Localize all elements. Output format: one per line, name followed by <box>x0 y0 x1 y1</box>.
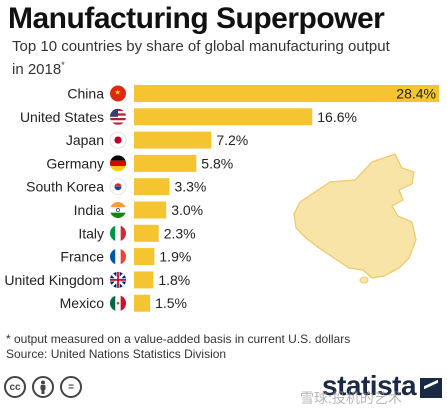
footnote: * output measured on a value-added basis… <box>6 332 351 346</box>
bar <box>134 224 159 242</box>
japan-flag-icon <box>109 131 127 149</box>
bar <box>134 271 154 289</box>
france-flag-icon <box>110 248 126 265</box>
category-label: Germany <box>46 155 104 171</box>
china-map <box>293 153 417 279</box>
bar <box>134 294 151 312</box>
category-label: Italy <box>78 225 104 241</box>
subtitle-footnote-mark: * <box>61 60 65 70</box>
chart-title: Manufacturing Superpower <box>8 2 385 35</box>
value-label: 1.5% <box>155 295 187 311</box>
value-label: 28.4% <box>396 86 436 102</box>
statista-logo[interactable]: statista <box>322 370 417 401</box>
by-icon[interactable] <box>32 376 54 398</box>
value-label: 5.8% <box>201 155 233 171</box>
china-flag-icon: ★ <box>110 85 126 102</box>
bar <box>134 154 197 172</box>
category-label: Japan <box>66 132 104 148</box>
bars: China ★ 28.4% United States 16.6% Japan 7.2% Ge… <box>4 85 439 312</box>
category-label: United States <box>20 109 104 125</box>
value-label: 1.8% <box>158 272 190 288</box>
category-label: India <box>74 202 105 218</box>
bar-chart: China ★ 28.4% United States 16.6% Japan 7.2% Ge… <box>4 85 439 312</box>
chart-subtitle: Top 10 countries by share of global manu… <box>12 38 392 79</box>
bar <box>134 201 167 219</box>
bar <box>134 178 170 196</box>
value-label: 7.2% <box>216 132 248 148</box>
subtitle-text: Top 10 countries by share of global manu… <box>12 38 390 78</box>
value-label: 3.0% <box>171 202 203 218</box>
south-korea-flag-icon <box>109 178 127 196</box>
source: Source: United Nations Statistics Divisi… <box>6 347 227 361</box>
bar <box>134 131 212 149</box>
value-label: 2.3% <box>164 225 196 241</box>
nd-icon[interactable]: = <box>60 376 82 398</box>
category-label: China <box>67 86 104 102</box>
svg-text:★: ★ <box>115 89 121 97</box>
mexico-flag-icon <box>110 295 126 312</box>
statista-logo-mark <box>420 378 442 398</box>
category-label: South Korea <box>26 179 104 195</box>
value-label: 3.3% <box>174 179 206 195</box>
category-label: France <box>60 249 104 265</box>
cc-icon[interactable]: cc <box>4 376 26 398</box>
italy-flag-icon <box>110 225 126 242</box>
china-map-illustration <box>293 153 417 284</box>
india-flag-icon <box>110 202 126 218</box>
license-icons: cc = <box>4 376 82 398</box>
bar <box>134 248 155 266</box>
uk-flag-icon <box>110 271 126 288</box>
watermark: 雪球:投机的艺术 <box>300 390 402 406</box>
value-label: 16.6% <box>317 109 357 125</box>
hainan-island <box>359 276 369 284</box>
category-label: United Kingdom <box>4 272 104 288</box>
usa-flag-icon <box>110 108 126 125</box>
germany-flag-icon <box>110 155 126 172</box>
category-label: Mexico <box>60 295 105 311</box>
value-label: 1.9% <box>159 249 191 265</box>
bar <box>134 85 439 102</box>
bar <box>134 108 313 126</box>
